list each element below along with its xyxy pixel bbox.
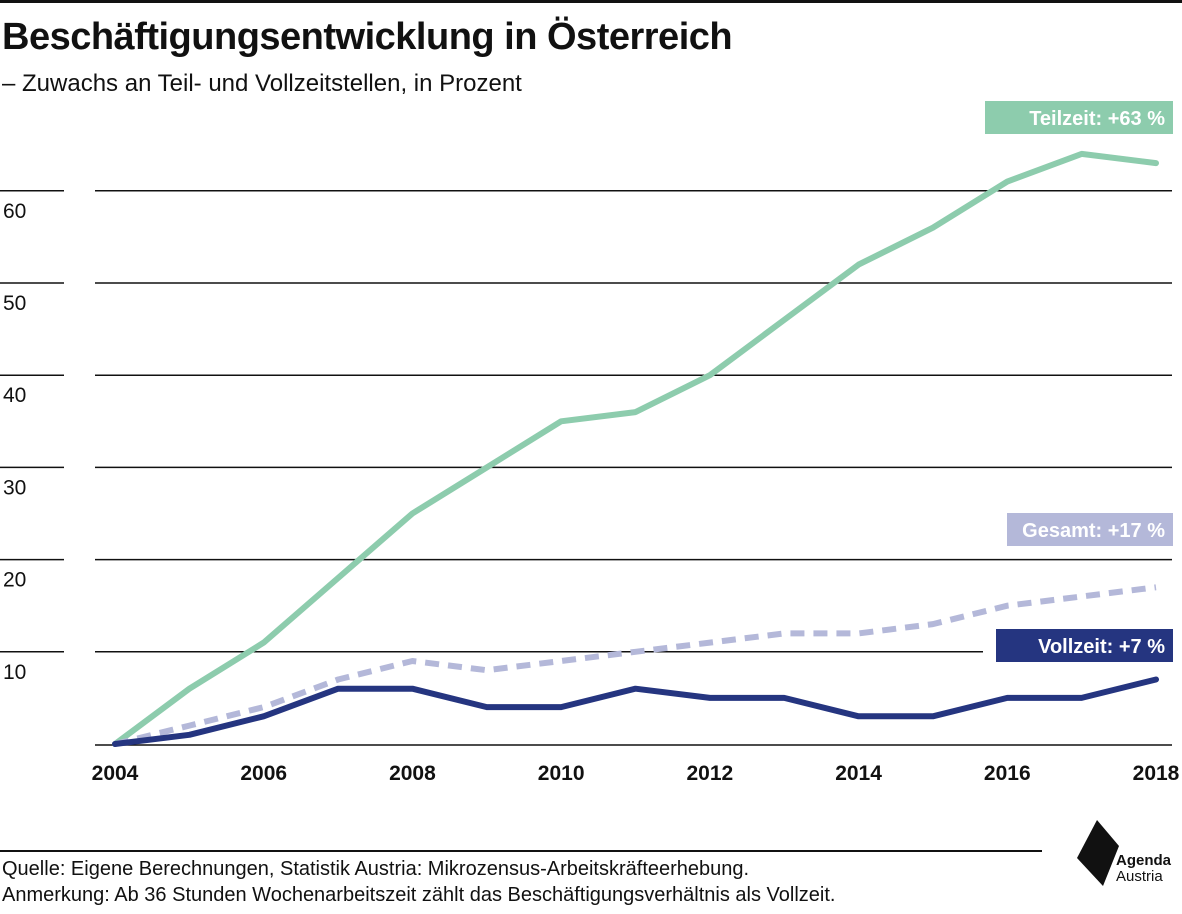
remark-note: Anmerkung: Ab 36 Stunden Wochenarbeitsze… [2, 884, 836, 906]
y-tick-label-30: 30 [3, 476, 26, 499]
y-tick-label-10: 10 [3, 661, 26, 684]
line-chart: 10 20 30 40 50 60 2004 2006 2008 2010 2012 2014 2016… [0, 101, 1180, 785]
x-tick-label-2008: 2008 [389, 762, 436, 785]
logo-text-agenda: Agenda [1116, 852, 1172, 869]
y-tick-label-20: 20 [3, 569, 26, 592]
x-tick-label-2004: 2004 [92, 762, 139, 785]
chart-title: Beschäftigungsentwicklung in Österreich [2, 16, 733, 58]
x-tick-label-2012: 2012 [686, 762, 733, 785]
source-note: Quelle: Eigene Berechnungen, Statistik A… [2, 858, 750, 880]
chart-subtitle: – Zuwachs an Teil- und Vollzeitstellen, … [2, 70, 522, 97]
footer-rule [0, 850, 1042, 852]
series-label-teilzeit: Teilzeit: +63 % [1029, 108, 1165, 130]
series-line-gesamt [114, 584, 1157, 747]
x-tick-label-2014: 2014 [835, 762, 882, 785]
series-label-box-vollzeit [996, 629, 1173, 662]
x-tick-label-2006: 2006 [240, 762, 287, 785]
y-tick-label-60: 60 [3, 200, 26, 223]
y-tick-label-40: 40 [3, 384, 26, 407]
series-label-box-gesamt [1007, 513, 1173, 546]
series-line-teilzeit [112, 150, 1159, 747]
series-line-vollzeit [112, 676, 1159, 747]
top-rule [0, 0, 1182, 3]
series-label-vollzeit: Vollzeit: +7 % [1038, 636, 1165, 658]
logo-text-austria: Austria [1116, 868, 1163, 885]
x-tick-label-2010: 2010 [538, 762, 585, 785]
series-label-gesamt: Gesamt: +17 % [1022, 520, 1165, 542]
x-tick-label-2016: 2016 [984, 762, 1031, 785]
series-label-box-teilzeit [985, 101, 1173, 134]
x-tick-label-2018: 2018 [1133, 762, 1180, 785]
agenda-austria-logo-icon [1077, 820, 1119, 886]
y-tick-label-50: 50 [3, 292, 26, 315]
